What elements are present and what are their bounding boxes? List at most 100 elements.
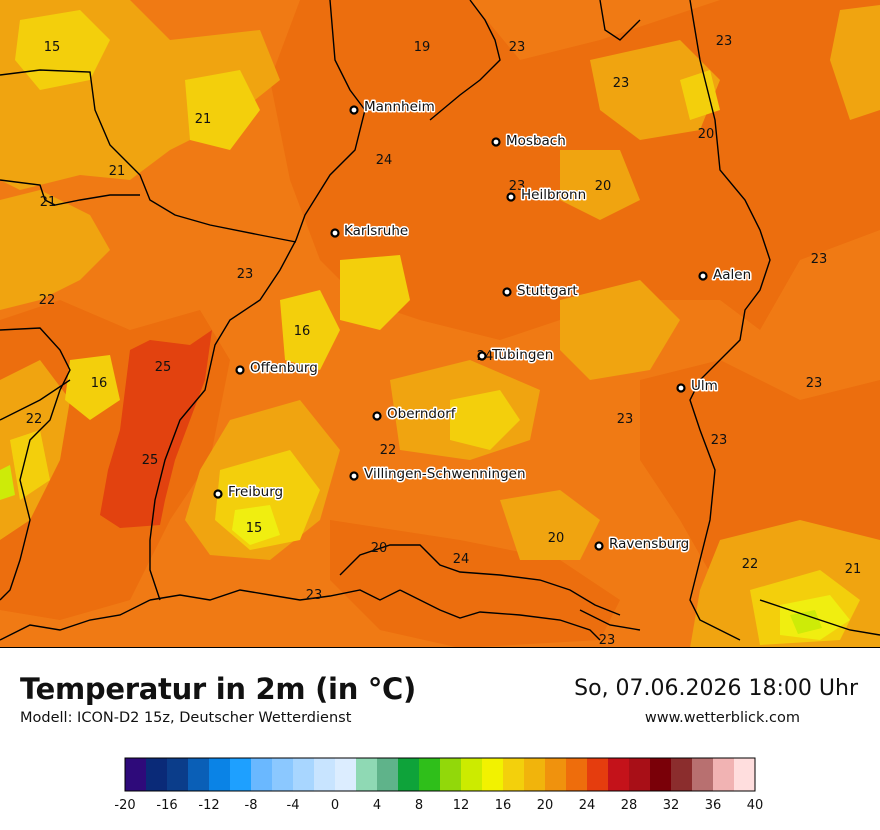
legend-swatch [377,758,399,791]
legend-swatch [566,758,588,791]
legend-swatch [314,758,336,791]
model-info: Modell: ICON-D2 15z, Deutscher Wetterdie… [20,710,352,726]
svg-text:Karlsruhe: Karlsruhe [344,223,408,239]
city-villingen-schwenningen[interactable]: Villingen-Schwenningen [349,465,527,484]
temp-label: 23 [811,252,828,267]
temp-label: 23 [617,412,634,427]
legend-swatch [209,758,231,791]
temp-label: 16 [91,376,108,391]
temp-label: 23 [509,40,526,55]
city-freiburg[interactable]: Freiburg [213,483,285,502]
svg-text:Tübingen: Tübingen [491,347,553,363]
city-offenburg[interactable]: Offenburg [235,359,319,378]
svg-text:Villingen-Schwenningen: Villingen-Schwenningen [364,466,526,482]
legend-swatch [650,758,672,791]
legend-tick-label: 20 [537,798,554,813]
legend-tick-label: -16 [156,798,177,813]
temp-label: 20 [548,531,565,546]
city-mannheim[interactable]: Mannheim [349,98,436,117]
legend-swatch [167,758,189,791]
temp-label: 16 [294,324,311,339]
legend-tick-label: 28 [621,798,638,813]
temp-label: 25 [142,453,159,468]
temp-label: 23 [237,267,254,282]
city-stuttgart[interactable]: Stuttgart [502,282,579,301]
legend-swatch [503,758,525,791]
legend-swatch [230,758,252,791]
legend-tick-label: -12 [198,798,219,813]
svg-text:Aalen: Aalen [713,267,751,283]
legend-swatch [272,758,294,791]
city-oberndorf[interactable]: Oberndorf [372,405,458,424]
city-heilbronn[interactable]: Heilbronn [506,186,588,205]
legend-tick-label: 8 [415,798,423,813]
temp-label: 21 [195,112,212,127]
svg-text:Offenburg: Offenburg [250,360,318,376]
legend-swatch [188,758,210,791]
forecast-datetime: So, 07.06.2026 18:00 Uhr [574,676,858,701]
legend-swatch [461,758,483,791]
temp-label: 24 [376,153,393,168]
temp-label: 15 [44,40,61,55]
temp-label: 24 [453,552,470,567]
legend-swatch [398,758,420,791]
temp-label: 23 [716,34,733,49]
svg-text:Freiburg: Freiburg [228,484,283,500]
city-ulm[interactable]: Ulm [676,377,719,396]
svg-text:Ravensburg: Ravensburg [609,536,689,552]
city-aalen[interactable]: Aalen [698,266,753,285]
legend-swatch [482,758,504,791]
temp-label: 23 [599,633,616,648]
temp-label: 20 [698,127,715,142]
legend-swatch [293,758,315,791]
legend-tick-label: -8 [245,798,258,813]
temp-label: 23 [509,179,526,194]
svg-text:Oberndorf: Oberndorf [387,406,457,422]
legend-swatch [419,758,441,791]
legend-swatch [629,758,651,791]
temp-label: 23 [711,433,728,448]
temp-label: 21 [109,164,126,179]
legend-swatch [608,758,630,791]
legend-tick-label: 0 [331,798,339,813]
legend-swatch [587,758,609,791]
city-karlsruhe[interactable]: Karlsruhe [330,222,410,241]
legend-swatch [692,758,714,791]
legend-swatch [713,758,735,791]
svg-text:Stuttgart: Stuttgart [517,283,578,299]
legend-tick-label: -20 [114,798,135,813]
temp-label: 21 [40,195,57,210]
temp-label: 23 [806,376,823,391]
legend-swatch [335,758,357,791]
legend-swatch [545,758,567,791]
map-title: Temperatur in 2m (in °C) [20,672,416,706]
temp-label: 22 [742,557,759,572]
website-link[interactable]: www.wetterblick.com [644,710,800,726]
legend-tick-label: 32 [663,798,680,813]
legend-tick-label: 40 [747,798,764,813]
legend-swatch [356,758,378,791]
temp-label: 19 [414,40,431,55]
legend-tick-label: 4 [373,798,381,813]
svg-text:Ulm: Ulm [691,378,718,394]
legend-tick-label: 24 [579,798,596,813]
city-mosbach[interactable]: Mosbach [491,132,567,151]
temp-label: 23 [306,588,323,603]
legend-tick-label: 36 [705,798,722,813]
city-tuebingen[interactable]: Tübingen [477,346,555,365]
city-ravensburg[interactable]: Ravensburg [594,535,691,554]
temp-label: 21 [845,562,862,577]
legend-swatch [524,758,546,791]
temp-label: 20 [595,179,612,194]
legend-swatch [734,758,756,791]
temp-label: 22 [26,412,43,427]
color-legend: -20 -16 -12 -8 -4 0 4 8 12 16 20 24 28 32 36 40 [114,757,764,813]
legend-swatch [146,758,168,791]
temp-label: 22 [39,293,56,308]
svg-text:Mosbach: Mosbach [506,133,566,149]
legend-tick-label: 16 [495,798,512,813]
temp-label: 25 [155,360,172,375]
legend-tick-label: -4 [287,798,300,813]
temperature-map[interactable]: 15 19 23 23 23 21 20 24 21 21 20 23 22 2… [0,0,880,648]
legend-tick-label: 12 [453,798,470,813]
